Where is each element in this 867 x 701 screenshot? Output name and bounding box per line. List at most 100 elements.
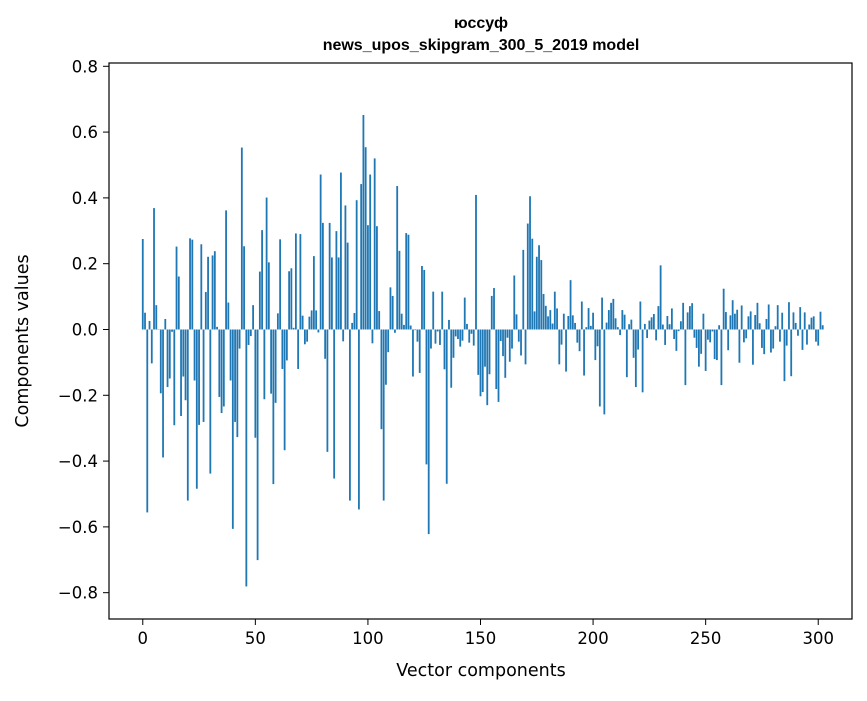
bar bbox=[757, 303, 759, 330]
bar bbox=[275, 329, 277, 402]
bar bbox=[617, 327, 619, 329]
bar bbox=[759, 323, 761, 329]
bar bbox=[396, 186, 398, 329]
bar bbox=[648, 321, 650, 330]
bar bbox=[441, 292, 443, 330]
bar bbox=[232, 329, 234, 528]
bar bbox=[203, 329, 205, 421]
bar bbox=[191, 240, 193, 330]
y-tick-label: −0.6 bbox=[58, 518, 98, 537]
bar bbox=[712, 329, 714, 331]
x-tick-label: 150 bbox=[465, 629, 497, 648]
bar bbox=[786, 329, 788, 345]
bar bbox=[671, 308, 673, 329]
bar bbox=[820, 312, 822, 330]
bar bbox=[430, 329, 432, 348]
bar bbox=[336, 231, 338, 329]
bar bbox=[802, 329, 804, 349]
y-tick-label: 0.0 bbox=[72, 320, 98, 339]
bar bbox=[466, 324, 468, 330]
bar bbox=[236, 329, 238, 437]
bar bbox=[327, 329, 329, 451]
bar bbox=[599, 329, 601, 406]
bar bbox=[369, 175, 371, 330]
bar bbox=[628, 324, 630, 329]
bar bbox=[363, 115, 365, 330]
bar bbox=[144, 313, 146, 330]
bar bbox=[437, 329, 439, 331]
x-tick-label: 50 bbox=[245, 629, 266, 648]
bar bbox=[261, 230, 263, 329]
bar bbox=[558, 329, 560, 364]
bar bbox=[243, 246, 245, 329]
bar bbox=[563, 314, 565, 330]
bar bbox=[727, 329, 729, 350]
bar bbox=[752, 329, 754, 364]
bar bbox=[279, 239, 281, 329]
bar bbox=[709, 329, 711, 342]
bar bbox=[696, 329, 698, 347]
bar bbox=[624, 315, 626, 330]
bar bbox=[349, 329, 351, 500]
bar bbox=[651, 317, 653, 329]
bar bbox=[500, 329, 502, 341]
bar bbox=[423, 270, 425, 330]
bar bbox=[151, 329, 153, 363]
bar bbox=[606, 323, 608, 330]
bar bbox=[320, 175, 322, 330]
chart-title-line2: news_upos_skipgram_300_5_2019 model bbox=[323, 37, 640, 54]
bar bbox=[777, 305, 779, 329]
bar bbox=[308, 317, 310, 330]
bar bbox=[509, 329, 511, 361]
bar bbox=[662, 325, 664, 330]
bar bbox=[705, 329, 707, 370]
x-tick-label: 0 bbox=[138, 629, 149, 648]
bar bbox=[457, 329, 459, 339]
bar bbox=[272, 329, 274, 484]
bar bbox=[414, 329, 416, 330]
bar bbox=[723, 289, 725, 330]
bar bbox=[412, 329, 414, 376]
x-tick-label: 100 bbox=[352, 629, 384, 648]
bar bbox=[245, 329, 247, 586]
bar bbox=[149, 321, 151, 330]
bar bbox=[360, 184, 362, 329]
bar bbox=[338, 257, 340, 329]
bar bbox=[358, 329, 360, 509]
bar bbox=[583, 329, 585, 375]
bar bbox=[155, 305, 157, 329]
bar bbox=[493, 288, 495, 329]
bar bbox=[574, 323, 576, 330]
bar bbox=[239, 329, 241, 348]
bar bbox=[576, 329, 578, 342]
bar bbox=[687, 312, 689, 329]
bar bbox=[565, 329, 567, 371]
bar bbox=[450, 329, 452, 387]
bar bbox=[394, 329, 396, 332]
bar bbox=[635, 329, 637, 387]
bar bbox=[304, 329, 306, 344]
bar bbox=[444, 329, 446, 369]
y-tick-label: −0.4 bbox=[58, 452, 98, 471]
bar bbox=[263, 329, 265, 399]
bar bbox=[795, 323, 797, 330]
bar bbox=[468, 329, 470, 342]
bar bbox=[399, 251, 401, 330]
bar bbox=[473, 329, 475, 345]
bar bbox=[770, 329, 772, 352]
bar bbox=[666, 316, 668, 329]
bar bbox=[678, 329, 680, 331]
bar bbox=[664, 329, 666, 344]
bar bbox=[322, 223, 324, 330]
bar bbox=[799, 307, 801, 329]
bar bbox=[428, 329, 430, 534]
bar bbox=[266, 198, 268, 330]
bar bbox=[637, 329, 639, 349]
bar bbox=[471, 329, 473, 333]
bar bbox=[507, 329, 509, 337]
bar-series bbox=[142, 115, 824, 586]
bar bbox=[554, 292, 556, 330]
bar bbox=[633, 329, 635, 357]
bar bbox=[714, 329, 716, 359]
bar bbox=[475, 195, 477, 330]
